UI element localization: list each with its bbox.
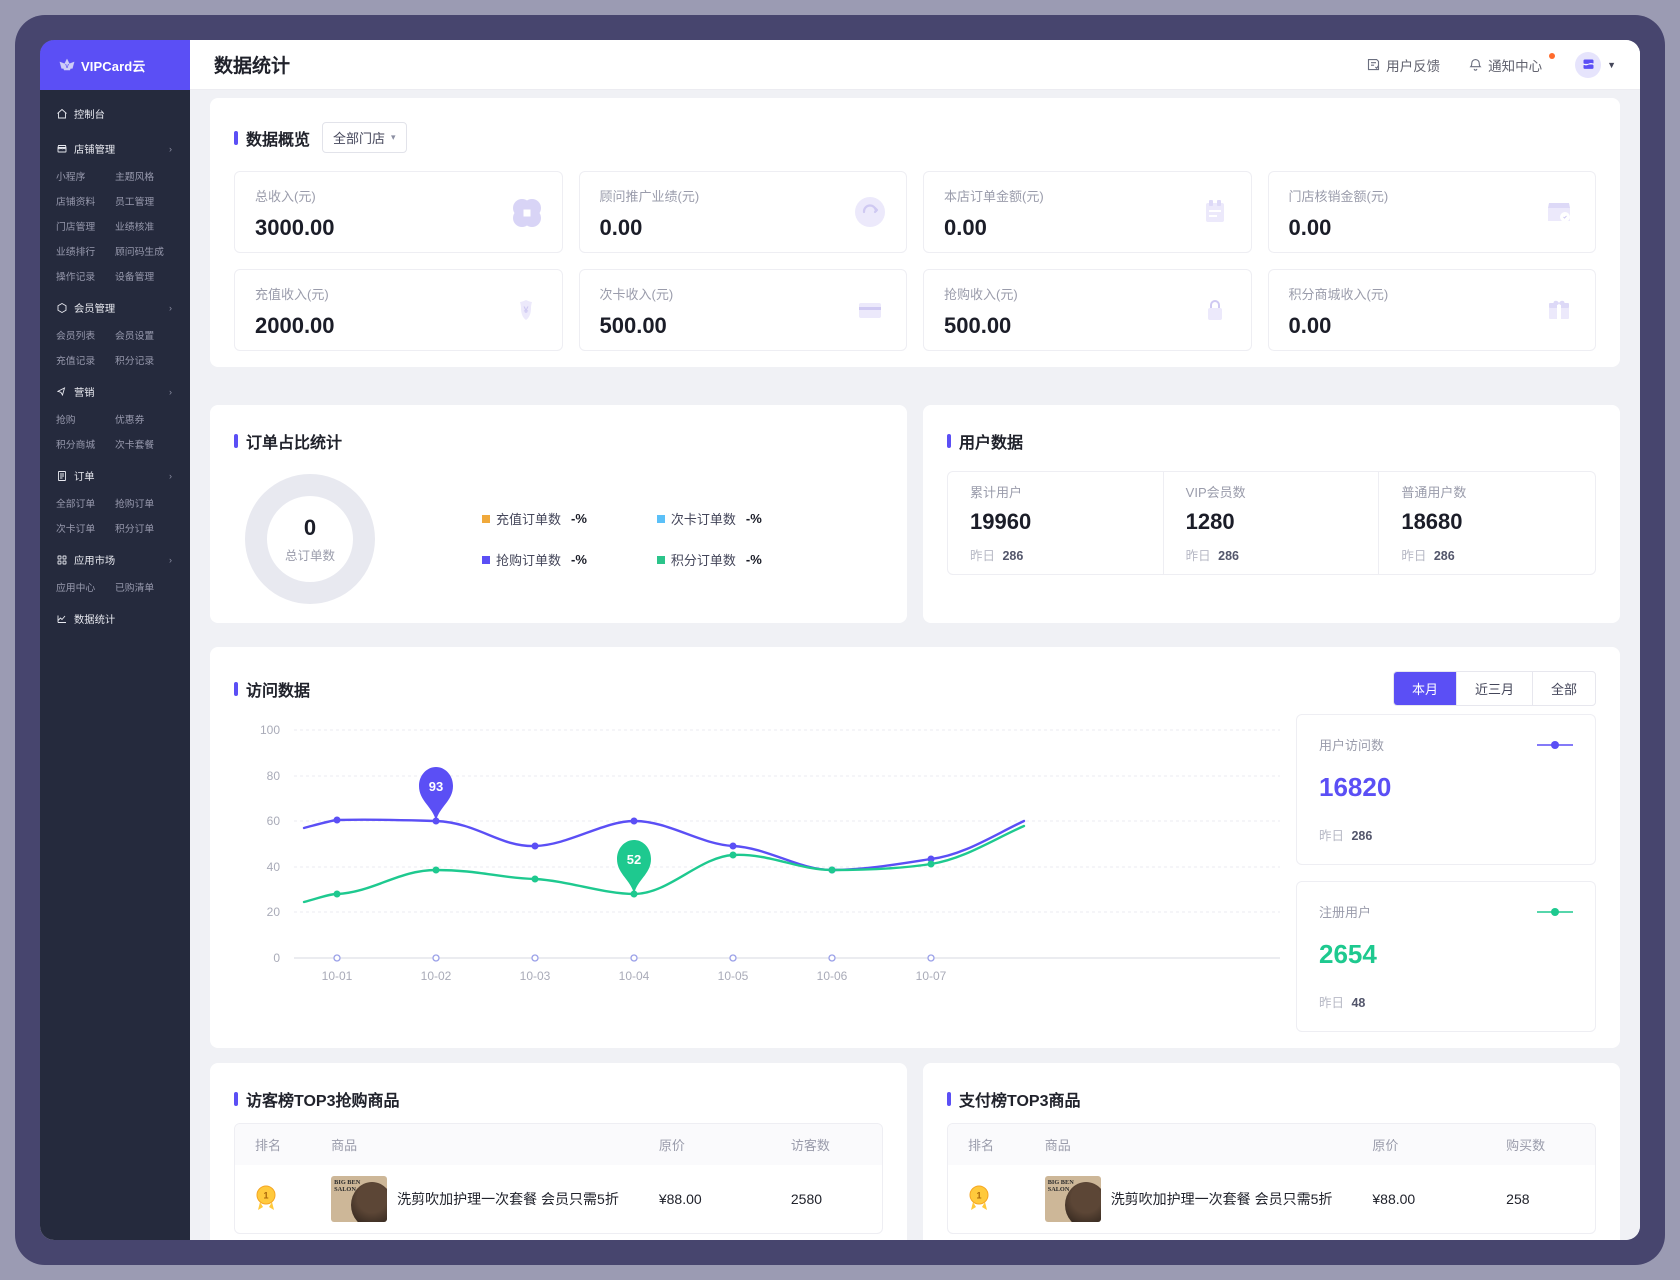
svg-text:10-02: 10-02: [421, 969, 452, 983]
svg-text:10-01: 10-01: [322, 969, 353, 983]
svg-text:10-05: 10-05: [718, 969, 749, 983]
svg-text:20: 20: [267, 905, 281, 919]
svg-text:93: 93: [429, 779, 443, 794]
svg-text:V: V: [65, 63, 69, 69]
svg-text:100: 100: [260, 723, 280, 737]
svg-text:10-07: 10-07: [916, 969, 947, 983]
svg-text:1: 1: [976, 1190, 981, 1200]
svg-text:80: 80: [267, 769, 281, 783]
svg-text:0: 0: [273, 951, 280, 965]
svg-text:40: 40: [267, 860, 281, 874]
svg-text:¥: ¥: [523, 305, 528, 315]
svg-text:10-06: 10-06: [817, 969, 848, 983]
svg-text:52: 52: [627, 852, 641, 867]
svg-text:60: 60: [267, 814, 281, 828]
svg-text:10-04: 10-04: [619, 969, 650, 983]
svg-text:1: 1: [263, 1190, 268, 1200]
svg-text:10-03: 10-03: [520, 969, 551, 983]
